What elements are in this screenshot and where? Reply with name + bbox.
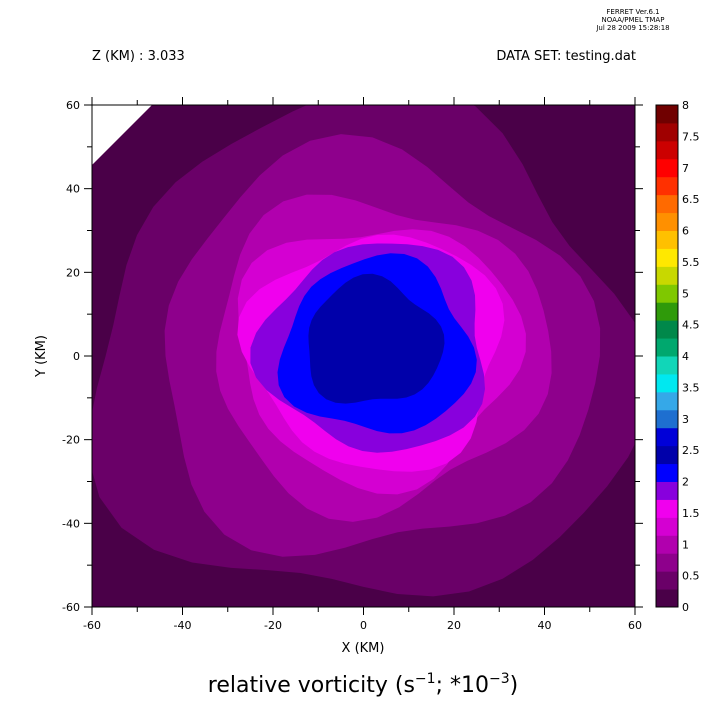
- y-tick-label: 20: [66, 266, 80, 279]
- colorbar-label: 2: [682, 476, 689, 489]
- colorbar-label: 2.5: [682, 444, 700, 457]
- colorbar-swatch: [656, 338, 678, 357]
- colorbar-label: 6: [682, 225, 689, 238]
- z-level-label: Z (KM) : 3.033: [92, 49, 185, 64]
- colorbar-label: 3.5: [682, 381, 700, 394]
- colorbar: 0 0.5 1 1.5 2 2.5 3 3.5 4 4.5 5 5.5 6 6.5 7 7.5 8: [655, 99, 700, 614]
- colorbar-label: 4: [682, 350, 689, 363]
- colorbar-label: 6.5: [682, 193, 700, 206]
- colorbar-label: 7.5: [682, 130, 700, 143]
- colorbar-swatch: [656, 105, 678, 124]
- x-tick-label: -40: [174, 619, 192, 632]
- colorbar-swatch: [656, 535, 678, 554]
- colorbar-label: 5.5: [682, 256, 700, 269]
- colorbar-swatch: [656, 248, 678, 267]
- colorbar-label: 3: [682, 413, 689, 426]
- colorbar-swatch: [656, 553, 678, 572]
- x-tick-label: -20: [264, 619, 282, 632]
- colorbar-swatch: [656, 427, 678, 447]
- colorbar-swatch: [656, 176, 678, 196]
- colorbar-swatch: [656, 409, 678, 429]
- missing-data-corner: [92, 105, 152, 165]
- x-axis: -60 -40 -20 0 20 40 60: [83, 97, 642, 632]
- colorbar-swatch: [656, 481, 678, 500]
- title-exponent-2: −3: [489, 671, 510, 687]
- y-tick-label: -20: [62, 434, 80, 447]
- colorbar-swatch: [656, 356, 678, 375]
- colorbar-label: 1: [682, 538, 689, 551]
- colorbar-swatch: [656, 571, 678, 590]
- program-line-3: Jul 28 2009 15:28:18: [595, 24, 669, 32]
- colorbar-frame: [655, 104, 679, 608]
- colorbar-swatch: [656, 140, 678, 160]
- title-base: relative vorticity (s: [208, 673, 415, 698]
- colorbar-swatch: [656, 266, 678, 285]
- title-end: ): [510, 673, 519, 698]
- colorbar-swatch: [656, 373, 678, 393]
- colorbar-label: 4.5: [682, 319, 700, 332]
- dataset-label: DATA SET: testing.dat: [496, 49, 636, 64]
- x-axis-label: X (KM): [342, 641, 385, 656]
- colorbar-swatch: [656, 589, 678, 608]
- colorbar-swatch: [656, 463, 678, 482]
- colorbar-label: 5: [682, 287, 689, 300]
- chart-title: relative vorticity (s−1; *10−3): [208, 671, 518, 698]
- colorbar-label: 0.5: [682, 570, 700, 583]
- colorbar-swatch: [656, 230, 678, 249]
- y-tick-label: -60: [62, 601, 80, 614]
- colorbar-swatch: [656, 122, 678, 142]
- contour-layers: [92, 105, 635, 597]
- colorbar-label: 7: [682, 162, 689, 175]
- colorbar-swatch: [656, 158, 678, 178]
- x-tick-label: 0: [360, 619, 367, 632]
- colorbar-swatch: [656, 320, 678, 339]
- y-tick-label: 60: [66, 99, 80, 112]
- colorbar-label: 8: [682, 99, 689, 112]
- colorbar-swatch: [656, 302, 678, 321]
- contour-level-4: [308, 273, 445, 404]
- y-tick-label: -40: [62, 517, 80, 530]
- colorbar-swatch: [656, 284, 678, 303]
- program-line-1: FERRET Ver.6.1: [606, 8, 659, 16]
- title-middle: ; *10: [436, 673, 489, 698]
- colorbar-swatch: [656, 212, 678, 231]
- y-tick-label: 0: [73, 350, 80, 363]
- y-axis: -60 -40 -20 0 20 40 60: [62, 99, 643, 614]
- title-exponent-1: −1: [415, 671, 436, 687]
- colorbar-swatch: [656, 517, 678, 536]
- x-tick-label: -60: [83, 619, 101, 632]
- program-line-2: NOAA/PMEL TMAP: [602, 16, 665, 24]
- x-tick-label: 40: [538, 619, 552, 632]
- colorbar-swatch: [656, 445, 678, 465]
- colorbar-label: 1.5: [682, 507, 700, 520]
- colorbar-swatch: [656, 194, 678, 214]
- colorbar-label: 0: [682, 601, 689, 614]
- colorbar-swatch: [656, 499, 678, 518]
- y-tick-label: 40: [66, 183, 80, 196]
- contour-field: [92, 105, 635, 607]
- x-tick-label: 60: [628, 619, 642, 632]
- colorbar-swatch: [656, 391, 678, 411]
- y-axis-label: Y (KM): [34, 335, 49, 378]
- x-tick-label: 20: [447, 619, 461, 632]
